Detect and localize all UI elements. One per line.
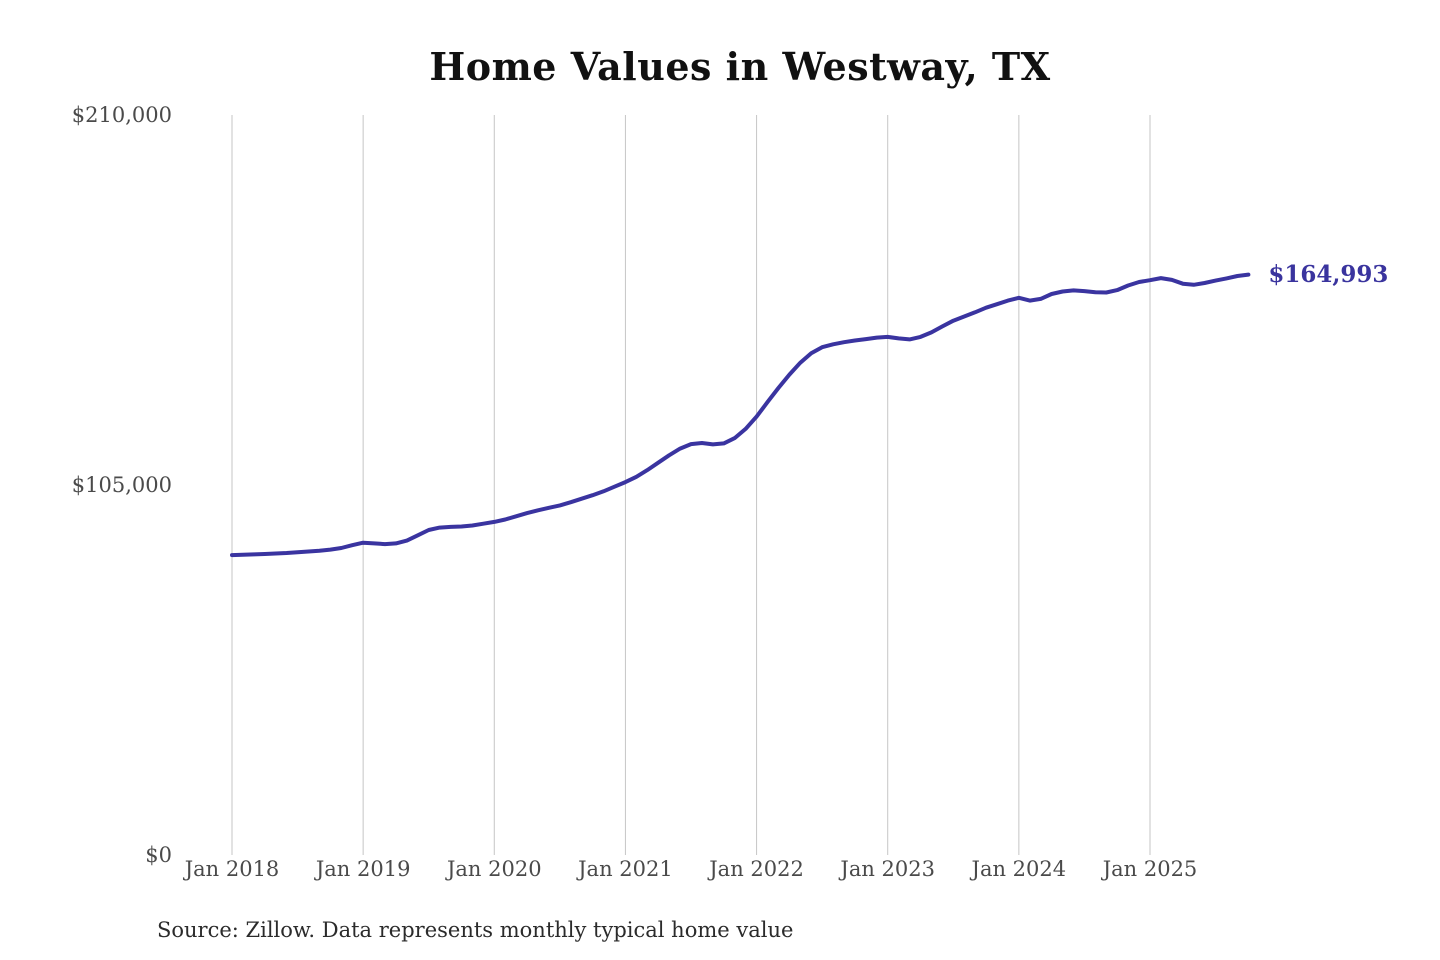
y-axis-tick-label: $0 (145, 843, 172, 867)
x-axis-tick-label: Jan 2018 (184, 857, 280, 881)
x-axis-tick-label: Jan 2019 (315, 857, 411, 881)
source-note: Source: Zillow. Data represents monthly … (157, 918, 794, 942)
x-axis-tick-label: Jan 2021 (578, 857, 673, 881)
chart-title: Home Values in Westway, TX (429, 44, 1051, 89)
x-axis-tick-label: Jan 2020 (446, 857, 542, 881)
x-axis-tick-label: Jan 2025 (1102, 857, 1198, 881)
x-axis-tick-label: Jan 2022 (709, 857, 804, 881)
x-axis-tick-label: Jan 2024 (971, 857, 1067, 881)
y-axis-tick-label: $105,000 (71, 473, 172, 497)
final-value-label: $164,993 (1268, 260, 1389, 288)
x-axis-tick-label: Jan 2023 (840, 857, 935, 881)
home-value-line-series (230, 272, 1251, 558)
y-axis-tick-label: $210,000 (71, 103, 172, 127)
